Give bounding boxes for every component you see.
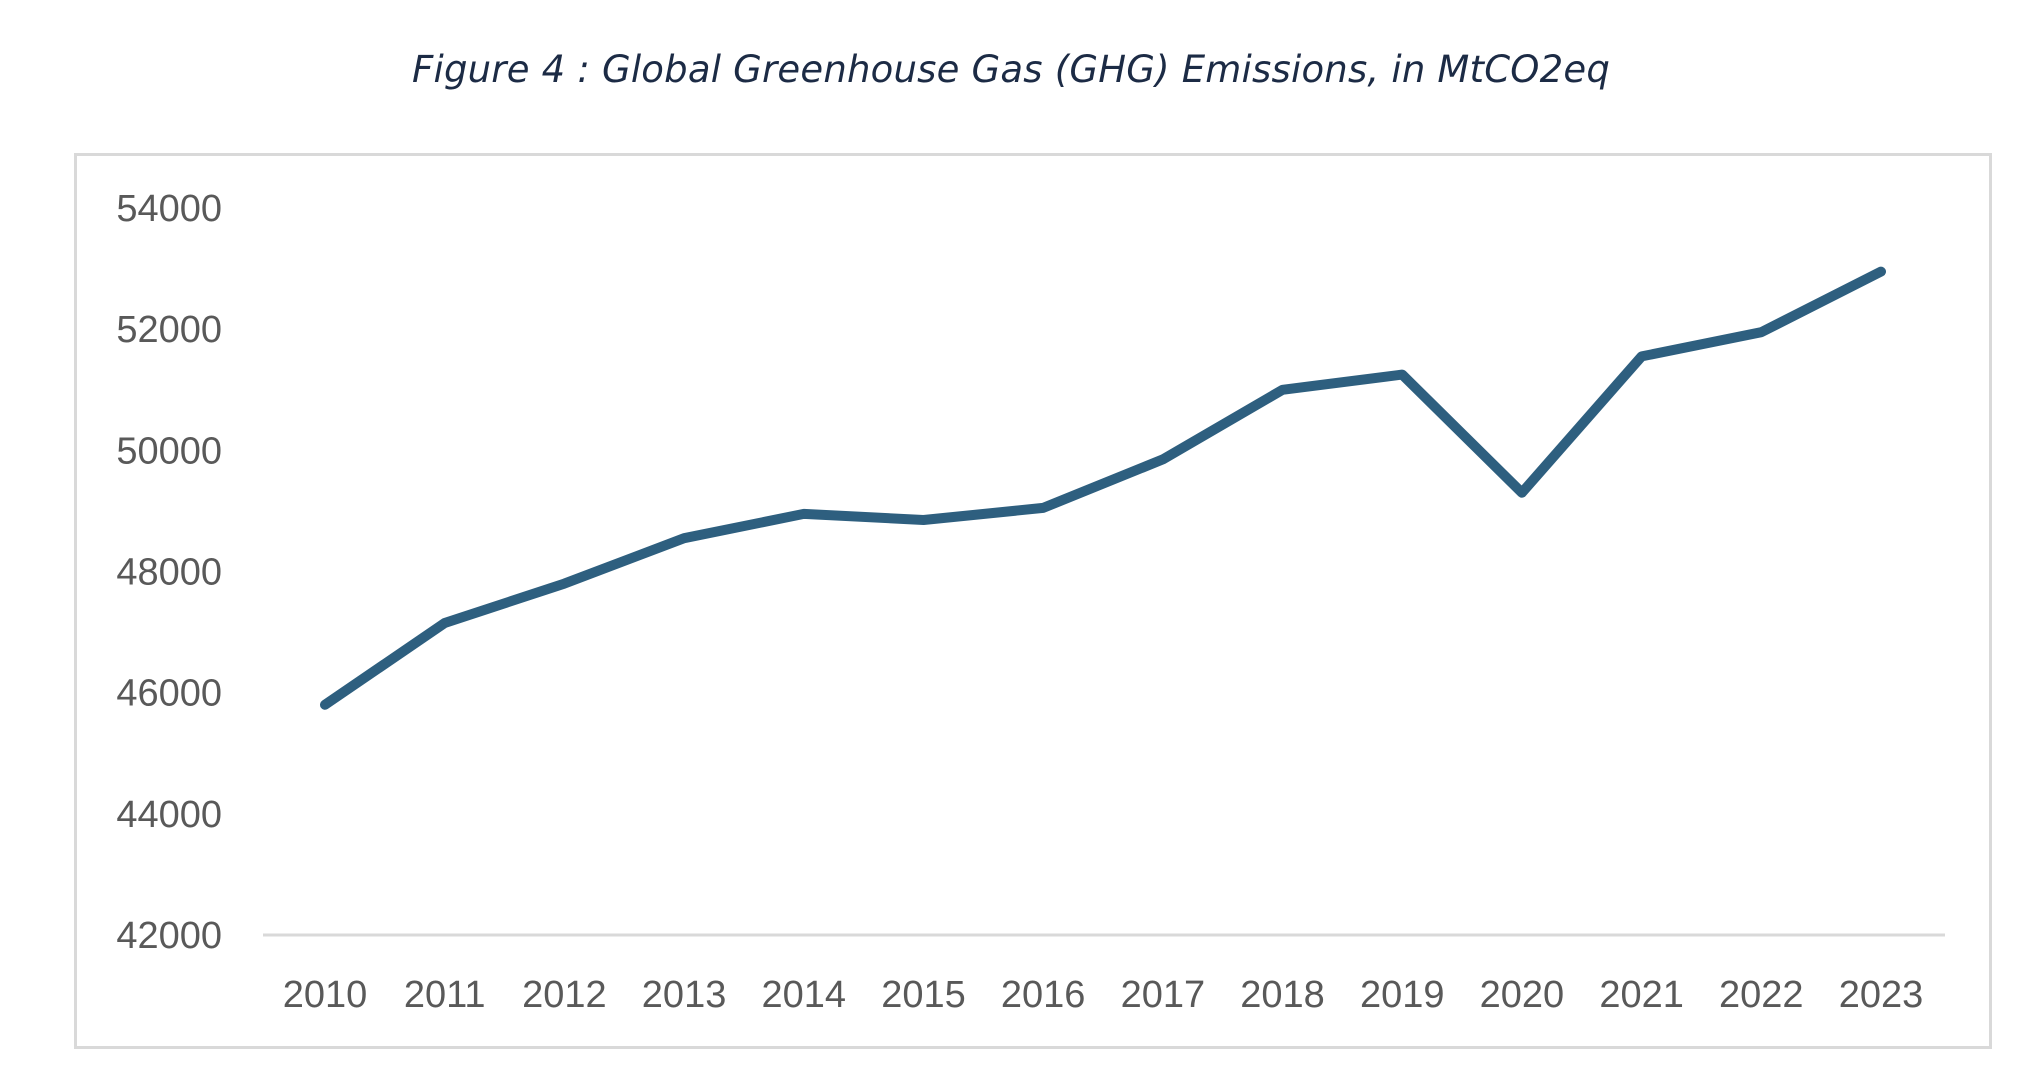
data-point [563,583,565,585]
data-point [1282,389,1284,391]
data-point [803,513,805,515]
chart-title: Figure 4 : Global Greenhouse Gas (GHG) E… [411,48,1611,91]
y-tick-label: 54000 [116,188,222,230]
data-point [1880,271,1882,273]
x-tick-label: 2022 [1719,974,1804,1016]
x-tick-label: 2015 [881,974,966,1016]
data-point [1042,507,1044,509]
x-tick-label: 2014 [761,974,846,1016]
chart-area [74,153,1992,1049]
data-point [683,537,685,539]
x-tick-label: 2018 [1240,974,1325,1016]
data-point [444,622,446,624]
data-point [1760,331,1762,333]
x-tick-label: 2019 [1360,974,1445,1016]
x-tick-label: 2023 [1839,974,1924,1016]
x-axis-ticks: 2010 2011 2012 2013 2014 2015 2016 2017 2018 2019… [283,974,1924,1016]
series-group [320,266,1886,710]
x-tick-label: 2010 [283,974,368,1016]
y-tick-label: 48000 [116,552,222,594]
x-tick-label: 2017 [1121,974,1206,1016]
y-tick-label: 42000 [116,915,222,957]
x-tick-label: 2021 [1599,974,1684,1016]
x-tick-label: 2016 [1001,974,1086,1016]
x-tick-label: 2011 [404,974,486,1016]
x-tick-label: 2013 [642,974,727,1016]
series-line [320,266,1886,710]
data-point [1162,458,1164,460]
x-tick-label: 2020 [1480,974,1565,1016]
data-point [1401,374,1403,376]
y-tick-label: 52000 [116,309,222,351]
x-tick-label: 2012 [522,974,607,1016]
y-axis-ticks: 42000 44000 46000 48000 50000 52000 54000 [116,188,222,957]
data-point [324,704,326,706]
y-tick-label: 44000 [116,794,222,836]
y-tick-label: 50000 [116,430,222,472]
y-tick-label: 46000 [116,673,222,715]
data-point [922,519,924,521]
data-point [1641,355,1643,357]
data-point [1521,492,1523,494]
